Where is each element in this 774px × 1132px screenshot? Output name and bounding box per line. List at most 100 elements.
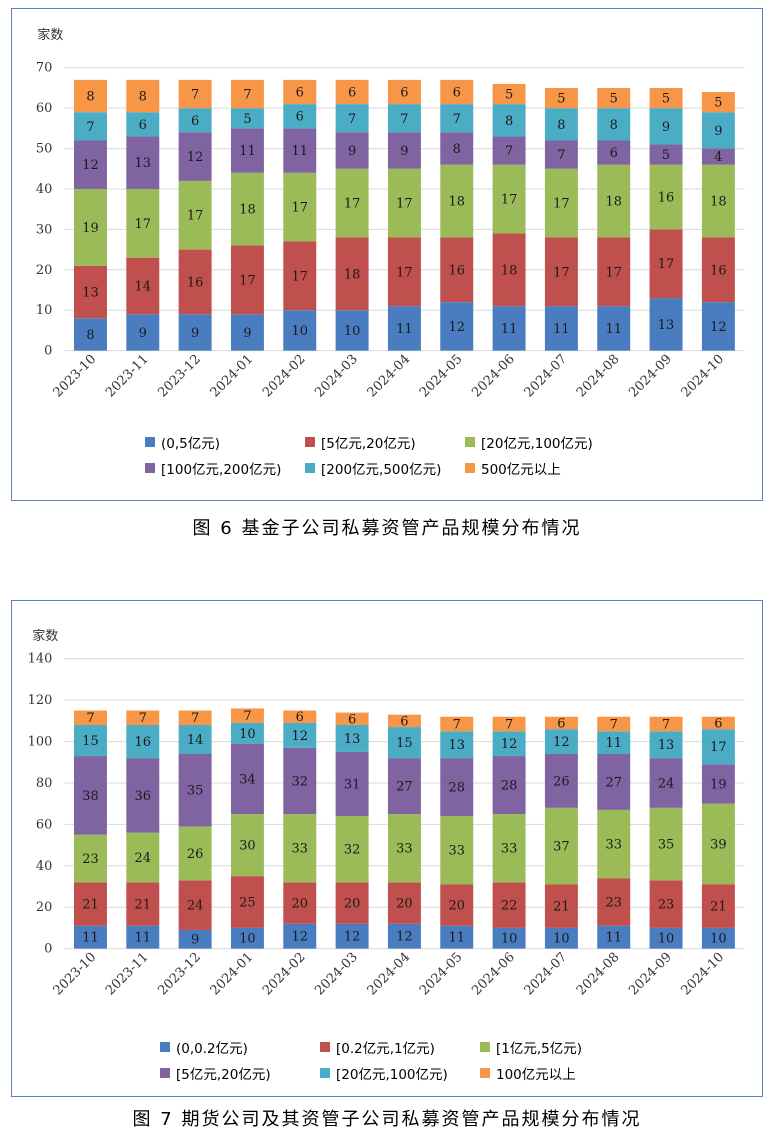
data-label: 8 [557, 118, 565, 133]
legend-item: 500亿元以上 [465, 458, 625, 478]
data-label: 7 [557, 148, 565, 163]
x-tick-label: 2024-06 [469, 352, 518, 401]
bar-segment [701, 302, 735, 351]
data-label: 24 [187, 899, 203, 914]
legend-swatch [465, 463, 475, 473]
y-tick-label: 20 [36, 263, 52, 278]
data-label: 5 [662, 92, 670, 107]
bar-segment [544, 87, 578, 109]
data-label: 17 [135, 217, 151, 232]
data-label: 23 [658, 898, 674, 913]
bar-segment [126, 725, 160, 759]
y-tick-label: 0 [44, 344, 52, 359]
bar-segment [230, 743, 264, 815]
bar-segment [701, 927, 735, 949]
bar-segment [230, 927, 264, 949]
bar-segment [335, 882, 369, 924]
data-label: 23 [82, 852, 98, 867]
x-tick-label: 2024-07 [522, 950, 571, 999]
data-label: 7 [191, 88, 199, 103]
data-label: 16 [449, 263, 465, 278]
figure-7-frame: 0 20 40 60 80 100 120 140 家数 11 21 23 38 15 7 2023-10 11… [11, 600, 763, 1097]
data-label: 11 [449, 931, 465, 946]
x-tick-label: 2024-03 [312, 950, 361, 999]
bar-segment [701, 148, 735, 165]
bar-segment [178, 132, 212, 181]
bar-segment [701, 884, 735, 928]
bar-segment [440, 731, 474, 759]
bar-segment [126, 79, 160, 113]
data-label: 33 [396, 842, 412, 857]
bar-segment [73, 756, 107, 835]
bar-segment [126, 112, 160, 137]
data-label: 17 [239, 273, 255, 288]
data-label: 11 [553, 322, 569, 337]
bar-segment [492, 306, 526, 351]
bar-segment [597, 237, 631, 307]
legend-label: [20亿元,100亿元) [336, 1067, 448, 1083]
bar-segment [440, 816, 474, 885]
data-label: 17 [710, 740, 726, 755]
bar-segment [544, 753, 578, 808]
data-label: 7 [610, 717, 618, 732]
data-label: 17 [396, 265, 412, 280]
data-label: 7 [662, 717, 670, 732]
data-label: 6 [400, 714, 408, 729]
bar-segment [73, 882, 107, 926]
data-label: 33 [501, 842, 517, 857]
legend-swatch [320, 1068, 330, 1078]
bar-segment [701, 237, 735, 303]
bar-segment [544, 884, 578, 928]
bar-segment [701, 92, 735, 113]
data-label: 19 [710, 777, 726, 792]
bar-segment [335, 751, 369, 817]
figure-7-caption: 图 7 期货公司及其资管子公司私募资管产品规模分布情况 [132, 1109, 642, 1130]
bar-segment [73, 318, 107, 351]
data-label: 4 [714, 150, 722, 165]
data-label: 5 [662, 148, 670, 163]
bar-segment [73, 834, 107, 883]
data-label: 7 [191, 711, 199, 726]
x-tick-label: 2024-07 [522, 352, 571, 401]
bar-segment [649, 108, 683, 145]
data-label: 35 [187, 784, 203, 799]
bar-segment [544, 237, 578, 307]
bar-segment [283, 747, 317, 815]
x-tick-label: 2023-10 [51, 352, 100, 401]
data-label: 18 [710, 195, 726, 210]
data-label: 9 [191, 933, 199, 948]
bar-segment [440, 164, 474, 238]
bar-segment [492, 104, 526, 137]
data-label: 33 [292, 842, 308, 857]
legend-item: [1亿元,5亿元) [480, 1037, 640, 1057]
data-label: 24 [658, 776, 674, 791]
bar-segment [73, 925, 107, 949]
data-label: 9 [243, 326, 251, 341]
data-label: 11 [606, 736, 622, 751]
legend-item: [20亿元,100亿元) [320, 1063, 480, 1083]
bar-segment [649, 716, 683, 732]
data-label: 15 [82, 734, 98, 749]
bar-segment [126, 758, 160, 833]
data-label: 17 [658, 257, 674, 272]
legend-swatch [320, 1042, 330, 1052]
data-label: 7 [453, 112, 461, 127]
data-label: 22 [501, 899, 517, 914]
legend-swatch [145, 437, 155, 447]
data-label: 38 [82, 789, 98, 804]
data-label: 17 [396, 197, 412, 212]
data-label: 6 [348, 85, 356, 100]
bar-segment [230, 814, 264, 877]
data-label: 24 [135, 851, 151, 866]
legend-item: [0.2亿元,1亿元) [320, 1037, 480, 1057]
x-tick-label: 2024-02 [260, 950, 309, 999]
bar-segment [387, 168, 421, 238]
bar-segment [178, 929, 212, 949]
x-tick-label: 2024-09 [626, 352, 675, 401]
data-label: 12 [710, 320, 726, 335]
data-label: 12 [344, 930, 360, 945]
data-label: 6 [714, 716, 722, 731]
bar-segment [230, 708, 264, 723]
legend-item: (0,5亿元) [145, 432, 305, 452]
data-label: 14 [187, 733, 203, 748]
